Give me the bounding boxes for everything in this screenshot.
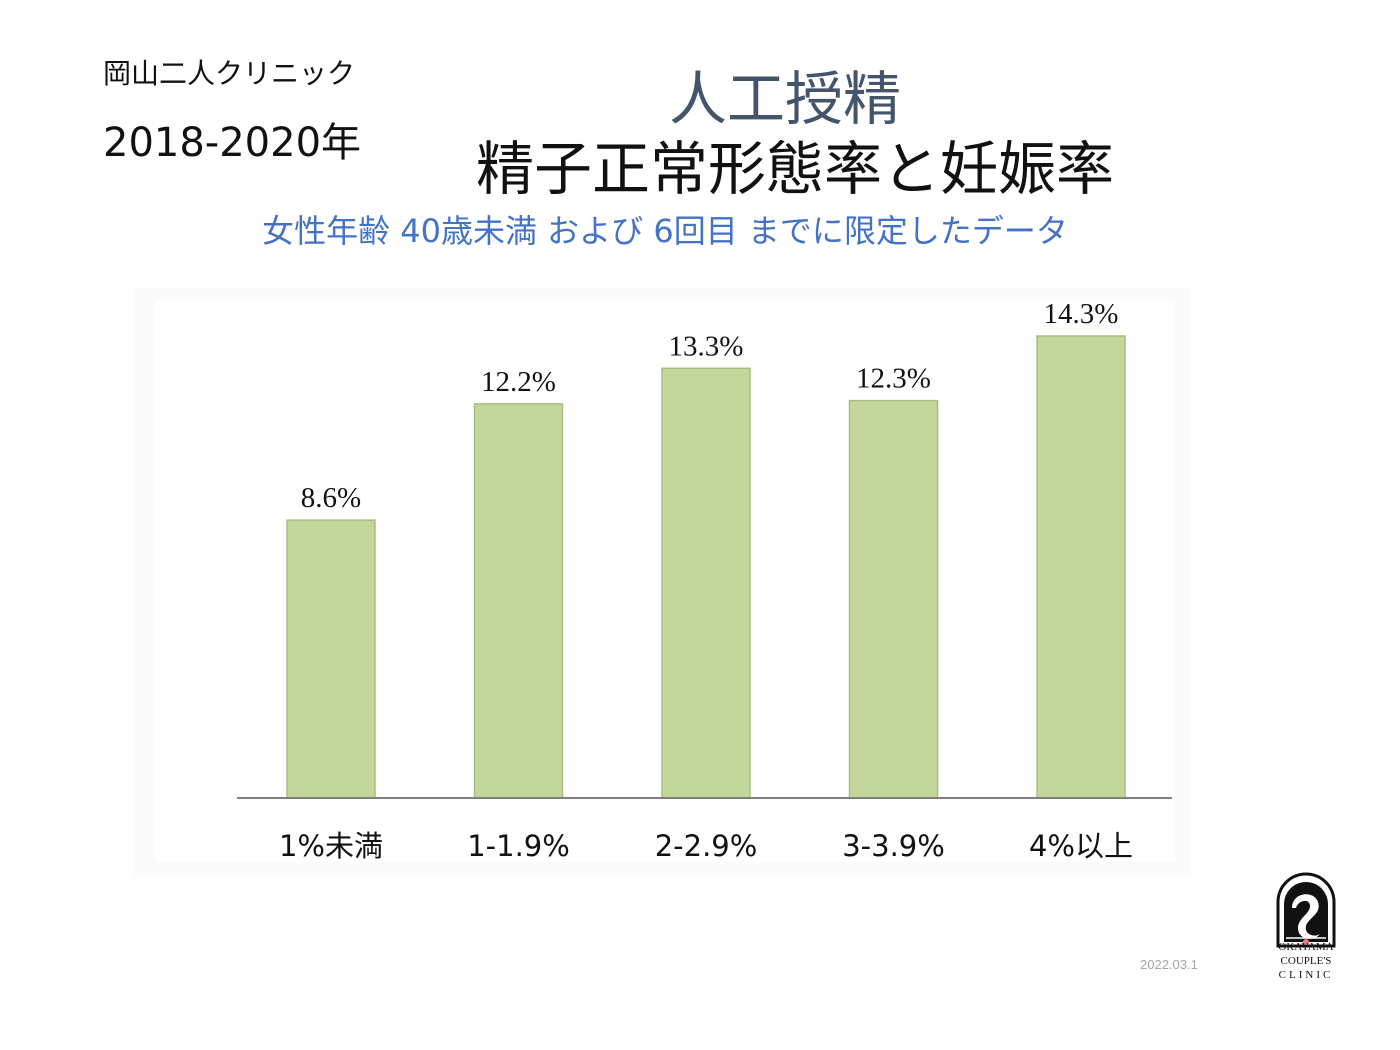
clinic-name: 岡山二人クリニック	[103, 57, 356, 90]
page-title-main: 精子正常形態率と妊娠率	[475, 135, 1114, 203]
category-label-1: 1%未満	[279, 829, 383, 863]
page-title: 人工授精	[668, 65, 901, 133]
bar-1	[286, 519, 376, 799]
category-label-4: 3-3.9%	[842, 829, 945, 863]
value-labels-group: 8.6% 12.2% 13.3% 12.3% 14.3%	[301, 298, 1119, 514]
value-label-3: 13.3%	[669, 330, 744, 362]
value-label-1: 8.6%	[301, 482, 361, 514]
bar-2	[473, 403, 564, 799]
logo-text-line3: CLINIC	[1278, 969, 1334, 981]
date-stamp: 2022.03.1	[1140, 957, 1198, 972]
value-label-5: 14.3%	[1044, 298, 1119, 330]
value-label-2: 12.2%	[481, 366, 556, 398]
clinic-logo-icon	[1276, 872, 1336, 948]
category-label-3: 2-2.9%	[655, 829, 758, 863]
value-label-4: 12.3%	[856, 363, 931, 395]
period-label: 2018-2020年	[103, 120, 362, 166]
bar-5	[1036, 335, 1126, 799]
bars-group	[286, 335, 1126, 799]
category-labels-group: 1%未満 1-1.9% 2-2.9% 3-3.9% 4%以上	[279, 829, 1133, 863]
page-subtitle: 女性年齢 40歳未満 および 6回目 までに限定したデータ	[262, 212, 1068, 250]
logo-text-line1: OKAYAMA	[1278, 941, 1334, 953]
logo-text-line2: COUPLE'S	[1280, 955, 1332, 967]
category-label-2: 1-1.9%	[467, 829, 570, 863]
bar-3	[661, 367, 751, 799]
category-label-5: 4%以上	[1029, 829, 1133, 863]
bar-4	[848, 399, 939, 799]
